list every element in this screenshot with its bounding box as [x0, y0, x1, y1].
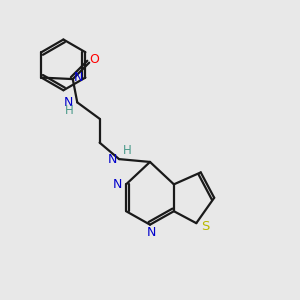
Text: H: H	[123, 144, 132, 157]
Text: N: N	[64, 96, 74, 109]
Text: N: N	[108, 153, 117, 166]
Text: S: S	[201, 220, 209, 233]
Text: N: N	[147, 226, 156, 238]
Text: H: H	[64, 104, 73, 117]
Text: N: N	[74, 71, 83, 84]
Text: O: O	[90, 53, 100, 66]
Text: N: N	[113, 178, 122, 191]
